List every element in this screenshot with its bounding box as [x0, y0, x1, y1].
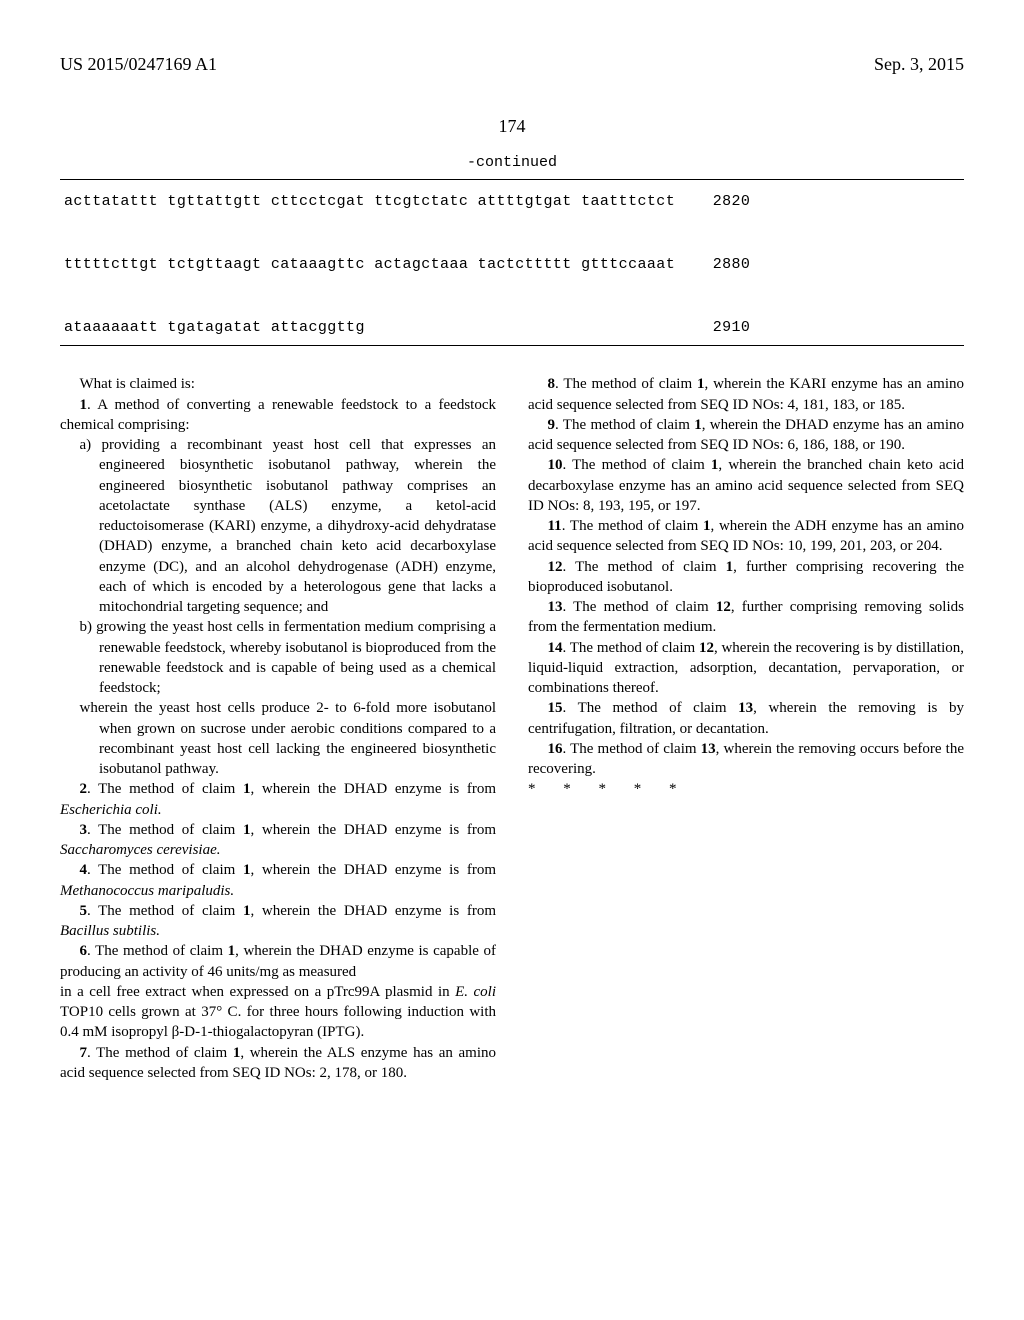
claim-2-mid: . The method of claim	[87, 781, 243, 797]
claim-1-wherein: wherein the yeast host cells produce 2- …	[99, 698, 496, 779]
seq-row-1: acttatattt tgttattgtt cttcctcgat ttcgtct…	[64, 193, 675, 210]
claim-6-cont-a: in a cell free extract when expressed on…	[60, 984, 455, 1000]
claim-9-mid: . The method of claim	[555, 417, 694, 433]
claim-5-species: Bacillus subtilis.	[60, 923, 160, 939]
sequence-block: acttatattt tgttattgtt cttcctcgat ttcgtct…	[64, 186, 964, 344]
claim-16: 16. The method of claim 13, wherein the …	[528, 739, 964, 780]
claim-10-num: 10	[548, 457, 563, 473]
claim-9: 9. The method of claim 1, wherein the DH…	[528, 415, 964, 456]
claim-4: 4. The method of claim 1, wherein the DH…	[60, 860, 496, 901]
claim-5: 5. The method of claim 1, wherein the DH…	[60, 901, 496, 942]
end-stars: * * * * *	[528, 779, 964, 799]
continued-label: -continued	[60, 153, 964, 173]
claim-4-post: , wherein the DHAD enzyme is from	[250, 862, 496, 878]
claim-6-num: 6	[80, 943, 88, 959]
claim-16-mid: . The method of claim	[563, 741, 701, 757]
claim-1-text: . A method of converting a renewable fee…	[60, 397, 496, 433]
claim-14-num: 14	[548, 640, 563, 656]
claim-7: 7. The method of claim 1, wherein the AL…	[60, 1043, 496, 1084]
seq-pos-2: 2880	[713, 256, 751, 273]
claim-6-cont-b: TOP10 cells grown at 37° C. for three ho…	[60, 1004, 496, 1040]
claim-5-num: 5	[80, 903, 88, 919]
claim-7-mid: . The method of claim	[87, 1045, 233, 1061]
seq-pos-3: 2910	[713, 319, 751, 336]
claim-12-mid: . The method of claim	[563, 559, 726, 575]
publication-number: US 2015/0247169 A1	[60, 52, 217, 76]
claim-8-ref: 1	[697, 376, 705, 392]
claim-3-post: , wherein the DHAD enzyme is from	[250, 822, 496, 838]
publication-date: Sep. 3, 2015	[874, 52, 964, 76]
claim-14-ref: 12	[699, 640, 714, 656]
claim-3-num: 3	[80, 822, 88, 838]
claim-6-continued: in a cell free extract when expressed on…	[60, 982, 496, 1043]
claim-5-mid: . The method of claim	[87, 903, 243, 919]
claim-13-ref: 12	[716, 599, 731, 615]
claim-14: 14. The method of claim 12, wherein the …	[528, 638, 964, 699]
page-header: US 2015/0247169 A1 Sep. 3, 2015	[60, 52, 964, 76]
claim-2: 2. The method of claim 1, wherein the DH…	[60, 779, 496, 820]
claim-9-num: 9	[548, 417, 556, 433]
page-number: 174	[60, 114, 964, 138]
claim-12-ref: 1	[726, 559, 734, 575]
claim-15-num: 15	[548, 700, 563, 716]
claim-4-mid: . The method of claim	[87, 862, 243, 878]
claim-15-mid: . The method of claim	[563, 700, 739, 716]
claim-11-num: 11	[548, 518, 562, 534]
claim-15-ref: 13	[738, 700, 753, 716]
claim-3-mid: . The method of claim	[87, 822, 243, 838]
claim-15: 15. The method of claim 13, wherein the …	[528, 698, 964, 739]
claim-6-mid: . The method of claim	[87, 943, 228, 959]
claim-9-ref: 1	[694, 417, 702, 433]
claim-11: 11. The method of claim 1, wherein the A…	[528, 516, 964, 557]
claim-2-num: 2	[80, 781, 88, 797]
rule-top	[60, 179, 964, 180]
claim-5-post: , wherein the DHAD enzyme is from	[250, 903, 496, 919]
seq-row-3: ataaaaaatt tgatagatat attacggttg	[64, 319, 365, 336]
claim-11-mid: . The method of claim	[562, 518, 703, 534]
claim-3: 3. The method of claim 1, wherein the DH…	[60, 820, 496, 861]
rule-bottom	[60, 345, 964, 346]
claim-10: 10. The method of claim 1, wherein the b…	[528, 455, 964, 516]
claim-6: 6. The method of claim 1, wherein the DH…	[60, 941, 496, 982]
claim-10-mid: . The method of claim	[563, 457, 711, 473]
claim-4-species: Methanococcus maripaludis.	[60, 883, 234, 899]
claim-1-num: 1	[80, 397, 88, 413]
claim-16-ref: 13	[701, 741, 716, 757]
claim-16-num: 16	[548, 741, 563, 757]
claim-1: 1. A method of converting a renewable fe…	[60, 395, 496, 436]
claim-8-mid: . The method of claim	[555, 376, 697, 392]
claim-6-cont-species: E. coli	[455, 984, 496, 1000]
claim-12: 12. The method of claim 1, further compr…	[528, 557, 964, 598]
claim-1-step-b: b) growing the yeast host cells in ferme…	[99, 617, 496, 698]
claim-1-step-a: a) providing a recombinant yeast host ce…	[99, 435, 496, 617]
claim-2-post: , wherein the DHAD enzyme is from	[250, 781, 496, 797]
claim-14-mid: . The method of claim	[563, 640, 699, 656]
claim-12-num: 12	[548, 559, 563, 575]
claim-4-num: 4	[80, 862, 88, 878]
claim-13: 13. The method of claim 12, further comp…	[528, 597, 964, 638]
seq-pos-1: 2820	[713, 193, 751, 210]
claim-6-ref: 1	[228, 943, 236, 959]
claim-13-mid: . The method of claim	[563, 599, 716, 615]
claim-8-num: 8	[548, 376, 556, 392]
claim-7-num: 7	[80, 1045, 88, 1061]
claim-3-species: Saccharomyces cerevisiae.	[60, 842, 220, 858]
claim-8: 8. The method of claim 1, wherein the KA…	[528, 374, 964, 415]
claim-2-species: Escherichia coli.	[60, 802, 162, 818]
claim-13-num: 13	[548, 599, 563, 615]
claims-intro: What is claimed is:	[60, 374, 496, 394]
seq-row-2: tttttcttgt tctgttaagt cataaagttc actagct…	[64, 256, 675, 273]
claims-columns: What is claimed is: 1. A method of conve…	[60, 374, 964, 1084]
